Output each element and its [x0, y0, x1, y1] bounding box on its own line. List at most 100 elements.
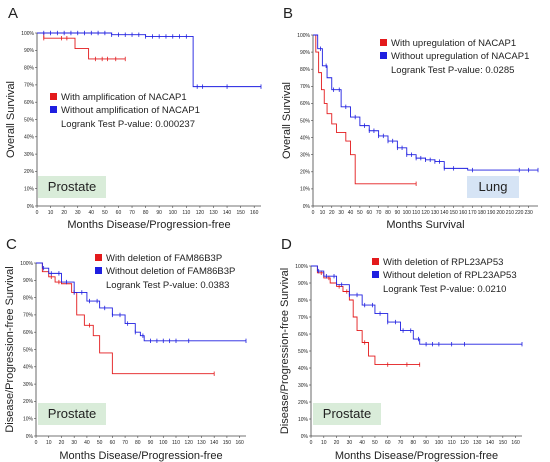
legend-swatch	[50, 93, 57, 100]
y-tick-label: 30%	[23, 382, 34, 388]
x-tick-label: 0	[35, 440, 38, 446]
panel-letter: A	[8, 5, 18, 22]
y-tick-label: 0%	[27, 204, 35, 210]
x-tick-label: 0	[36, 210, 39, 216]
x-tick-label: 40	[84, 440, 90, 446]
x-tick-label: 80	[143, 210, 149, 216]
logrank-pvalue: Logrank Test P-value: 0.000237	[61, 119, 195, 130]
y-tick-label: 60%	[298, 332, 309, 338]
legend-label: Without deletion of RPL23AP53	[383, 270, 517, 281]
legend-label: Without upregulation of NACAP1	[391, 51, 529, 62]
legend-label: Without amplification of NACAP1	[61, 105, 200, 116]
x-tick-label: 70	[398, 440, 404, 446]
x-tick-label: 150	[223, 440, 232, 446]
x-axis-title: Months Disease/Progression-free	[67, 219, 230, 231]
logrank-pvalue: Logrank Test P-value: 0.0285	[391, 65, 514, 76]
legend-swatch	[372, 271, 379, 278]
cancer-type-label: Prostate	[48, 179, 96, 194]
x-tick-label: 60	[385, 440, 391, 446]
y-tick-label: 10%	[298, 417, 309, 423]
y-tick-label: 90%	[298, 281, 309, 287]
x-tick-label: 140	[486, 440, 495, 446]
y-tick-label: 40%	[23, 365, 34, 371]
legend-swatch	[380, 39, 387, 46]
x-axis-title: Months Survival	[386, 219, 464, 231]
x-tick-label: 80	[411, 440, 417, 446]
x-tick-label: 50	[102, 210, 108, 216]
y-tick-label: 90%	[24, 48, 35, 54]
x-tick-label: 120	[460, 440, 469, 446]
x-tick-label: 210	[506, 210, 515, 216]
x-tick-label: 160	[511, 440, 520, 446]
x-tick-label: 160	[250, 210, 259, 216]
x-tick-label: 40	[359, 440, 365, 446]
y-tick-label: 80%	[23, 295, 34, 301]
x-tick-label: 220	[515, 210, 524, 216]
x-tick-label: 120	[196, 210, 205, 216]
x-tick-label: 110	[448, 440, 456, 446]
x-tick-label: 40	[348, 210, 354, 216]
y-tick-label: 30%	[298, 383, 309, 389]
y-tick-label: 90%	[300, 50, 311, 56]
x-tick-label: 10	[46, 440, 52, 446]
y-tick-label: 100%	[295, 264, 308, 270]
legend-label: Without deletion of FAM86B3P	[106, 266, 235, 277]
x-tick-label: 100	[159, 440, 168, 446]
x-tick-label: 10	[321, 440, 327, 446]
legend-label: With upregulation of NACAP1	[391, 38, 516, 49]
y-tick-label: 30%	[24, 152, 35, 158]
x-tick-label: 0	[310, 440, 313, 446]
y-tick-label: 70%	[24, 83, 35, 89]
x-tick-label: 150	[449, 210, 458, 216]
x-tick-label: 90	[148, 440, 154, 446]
y-tick-label: 30%	[300, 153, 311, 159]
x-tick-label: 130	[209, 210, 218, 216]
y-tick-label: 50%	[298, 349, 309, 355]
x-axis-title: Months Disease/Progression-free	[59, 450, 222, 462]
legend-swatch	[380, 52, 387, 59]
cancer-type-box	[38, 176, 106, 198]
x-tick-label: 150	[236, 210, 245, 216]
y-tick-label: 40%	[24, 135, 35, 141]
y-tick-label: 80%	[298, 298, 309, 304]
y-tick-label: 60%	[23, 330, 34, 336]
panel-letter: D	[281, 236, 292, 253]
y-tick-label: 20%	[298, 400, 309, 406]
y-tick-label: 50%	[23, 347, 34, 353]
cancer-type-box	[467, 176, 519, 198]
y-axis-title: Overall Survival	[281, 82, 293, 159]
x-tick-label: 20	[59, 440, 65, 446]
y-tick-label: 90%	[23, 278, 34, 284]
y-tick-label: 10%	[23, 417, 34, 423]
y-tick-label: 20%	[23, 399, 34, 405]
x-tick-label: 140	[223, 210, 232, 216]
x-tick-label: 70	[122, 440, 128, 446]
x-tick-label: 110	[182, 210, 190, 216]
x-tick-label: 160	[235, 440, 244, 446]
x-tick-label: 200	[496, 210, 505, 216]
legend-swatch	[95, 267, 102, 274]
x-tick-label: 150	[499, 440, 508, 446]
x-tick-label: 80	[385, 210, 391, 216]
y-tick-label: 100%	[297, 33, 310, 39]
cancer-type-label: Prostate	[323, 406, 371, 421]
y-tick-label: 80%	[300, 67, 311, 73]
x-tick-label: 20	[334, 440, 340, 446]
y-tick-label: 50%	[300, 118, 311, 124]
km-curve-blue	[36, 262, 246, 342]
x-tick-label: 30	[71, 440, 77, 446]
cancer-type-label: Prostate	[48, 406, 96, 421]
y-tick-label: 0%	[26, 434, 34, 440]
legend-label: With deletion of RPL23AP53	[383, 257, 503, 268]
x-tick-label: 70	[376, 210, 382, 216]
logrank-pvalue: Logrank Test P-value: 0.0383	[106, 280, 229, 291]
x-tick-label: 50	[372, 440, 378, 446]
x-tick-label: 90	[156, 210, 162, 216]
x-tick-label: 120	[185, 440, 194, 446]
y-tick-label: 0%	[301, 434, 309, 440]
x-tick-label: 180	[478, 210, 487, 216]
x-tick-label: 110	[172, 440, 180, 446]
chart-panel-c: C 0% 10% 20% 30% 40% 50% 60% 70% 80% 90% 100% 0 10 20 3…	[0, 231, 275, 462]
y-tick-label: 70%	[300, 84, 311, 90]
km-curve-blue	[311, 265, 522, 345]
